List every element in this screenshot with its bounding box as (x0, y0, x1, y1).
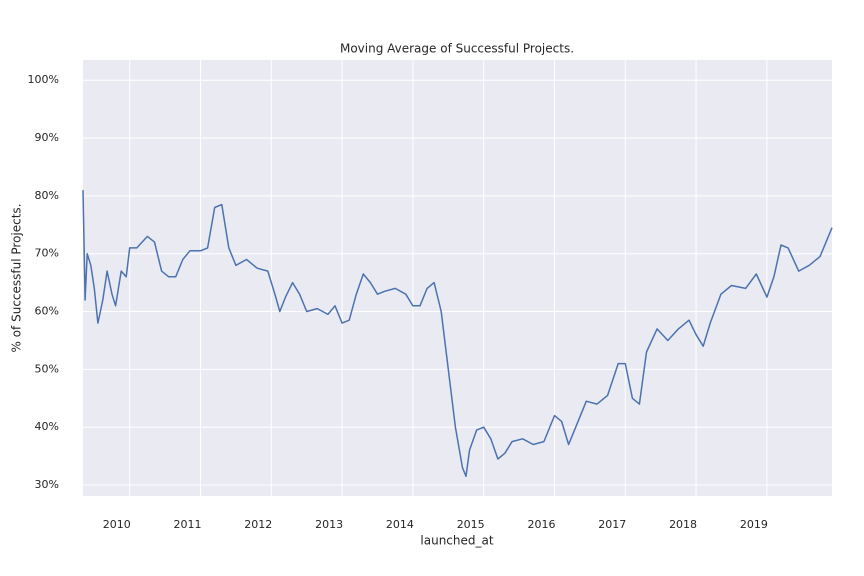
y-tick-label: 40% (35, 420, 59, 433)
y-tick-label: 80% (35, 189, 59, 202)
y-tick-label: 90% (35, 131, 59, 144)
y-tick-label: 100% (28, 73, 59, 86)
x-tick-label: 2015 (457, 518, 485, 531)
y-tick-label: 60% (35, 305, 59, 318)
y-tick-label: 50% (35, 362, 59, 375)
x-tick-label: 2019 (740, 518, 768, 531)
x-tick-label: 2014 (386, 518, 414, 531)
plot-area (83, 60, 832, 496)
x-tick-label: 2017 (598, 518, 626, 531)
x-tick-label: 2016 (527, 518, 555, 531)
x-axis-label: launched_at (420, 534, 493, 548)
y-tick-label: 70% (35, 247, 59, 260)
x-tick-label: 2011 (174, 518, 202, 531)
y-tick-label: 30% (35, 478, 59, 491)
x-tick-label: 2010 (103, 518, 131, 531)
x-tick-label: 2012 (244, 518, 272, 531)
y-axis-label: % of Successful Projects. (10, 203, 24, 352)
x-tick-label: 2018 (669, 518, 697, 531)
chart-title: Moving Average of Successful Projects. (340, 42, 574, 56)
series-line (82, 190, 833, 478)
x-tick-label: 2013 (315, 518, 343, 531)
